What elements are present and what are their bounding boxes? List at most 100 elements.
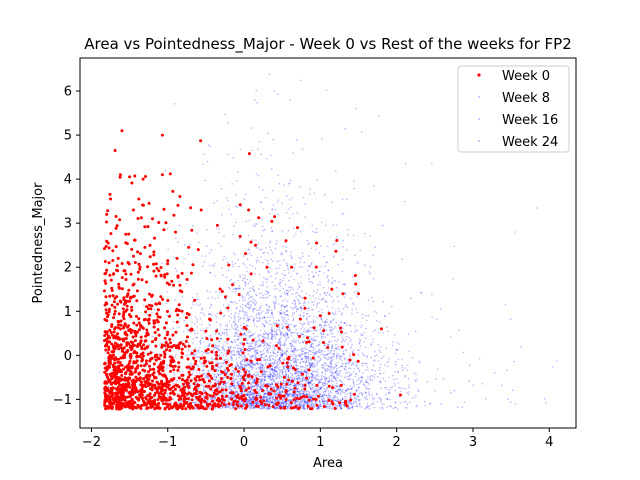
week-blue-point — [262, 353, 265, 355]
week-blue-point — [247, 384, 250, 387]
week-blue-point — [261, 296, 264, 299]
week-blue-point — [310, 338, 313, 341]
week-blue-point — [266, 292, 269, 295]
week-blue-point — [321, 383, 324, 386]
week-blue-point — [456, 406, 459, 409]
week-blue-point — [248, 318, 250, 321]
week-blue-point — [331, 380, 333, 383]
week-blue-point — [314, 297, 317, 300]
week-blue-point — [269, 355, 272, 357]
week-blue-point — [247, 297, 250, 300]
week-blue-point — [389, 392, 391, 395]
week-blue-point — [272, 350, 274, 352]
week-blue-point — [324, 357, 327, 359]
week-blue-point — [187, 389, 190, 391]
week-blue-point — [296, 365, 298, 367]
week-blue-point — [270, 354, 273, 357]
week-blue-point — [362, 354, 365, 357]
week-blue-point — [348, 407, 351, 409]
week-blue-point — [290, 365, 292, 367]
week-blue-point — [332, 256, 335, 258]
week-blue-point — [312, 395, 314, 397]
week-blue-point — [287, 267, 289, 269]
week-blue-point — [337, 373, 339, 376]
week-blue-point — [275, 388, 278, 391]
week-blue-point — [264, 228, 266, 231]
week-blue-point — [386, 388, 389, 391]
week-blue-point — [348, 337, 351, 339]
week-blue-point — [267, 348, 269, 351]
week-blue-point — [274, 284, 276, 287]
week-blue-point — [287, 381, 290, 384]
week-blue-point — [226, 261, 229, 264]
week-blue-point — [270, 332, 273, 334]
week-blue-point — [377, 360, 380, 362]
week-blue-point — [373, 350, 376, 353]
week-blue-point — [351, 408, 354, 410]
week-blue-point — [255, 343, 258, 346]
week-blue-point — [279, 332, 282, 334]
week-blue-point — [335, 400, 337, 402]
week-blue-point — [294, 340, 297, 342]
week-blue-point — [247, 393, 250, 395]
week-blue-point — [325, 387, 328, 390]
week-blue-point — [299, 378, 302, 381]
week-blue-point — [257, 402, 259, 405]
week-blue-point — [198, 360, 201, 363]
week-blue-point — [283, 359, 286, 362]
week-blue-point — [216, 328, 219, 330]
week-blue-point — [226, 371, 229, 374]
week-blue-point — [315, 271, 317, 274]
week-blue-point — [315, 345, 318, 347]
week-blue-point — [238, 356, 240, 359]
week-blue-point — [283, 184, 286, 187]
week-blue-point — [291, 314, 294, 317]
week-blue-point — [440, 308, 442, 310]
week-blue-point — [383, 403, 385, 405]
week-blue-point — [264, 373, 267, 376]
week-blue-point — [255, 367, 258, 370]
week-blue-point — [391, 305, 393, 308]
week-blue-point — [283, 380, 285, 383]
week-blue-point — [292, 213, 294, 215]
week-blue-point — [392, 374, 394, 377]
week-blue-point — [251, 404, 253, 406]
week-blue-point — [256, 403, 258, 405]
week-blue-point — [257, 383, 259, 385]
week-blue-point — [299, 314, 301, 316]
week-blue-point — [283, 311, 285, 313]
week-blue-point — [351, 405, 354, 408]
week-blue-point — [165, 339, 168, 342]
week-blue-point — [281, 369, 283, 371]
week-blue-point — [245, 193, 247, 196]
week-blue-point — [318, 360, 321, 362]
week-blue-point — [278, 338, 281, 340]
week-blue-point — [222, 274, 224, 276]
week-blue-point — [254, 267, 257, 270]
week-blue-point — [330, 369, 333, 372]
week-blue-point — [275, 367, 278, 369]
week-blue-point — [330, 320, 333, 322]
week-blue-point — [257, 362, 260, 365]
week-blue-point — [285, 374, 287, 377]
week-blue-point — [199, 317, 202, 320]
week-blue-point — [329, 361, 332, 363]
week-blue-point — [235, 375, 238, 377]
week-blue-point — [244, 387, 246, 389]
week-blue-point — [352, 383, 355, 385]
week-blue-point — [289, 99, 291, 101]
week-blue-point — [241, 303, 244, 306]
week-blue-point — [326, 401, 329, 404]
week-blue-point — [241, 407, 243, 410]
week-blue-point — [322, 286, 325, 289]
week-blue-point — [295, 310, 298, 313]
week-blue-point — [404, 375, 407, 378]
week-blue-point — [253, 373, 256, 375]
week-blue-point — [302, 333, 305, 336]
week-blue-point — [292, 227, 295, 230]
week-blue-point — [333, 399, 336, 402]
week-blue-point — [211, 314, 213, 316]
week-blue-point — [240, 336, 243, 338]
week-blue-point — [287, 229, 290, 232]
week-blue-point — [319, 388, 322, 390]
